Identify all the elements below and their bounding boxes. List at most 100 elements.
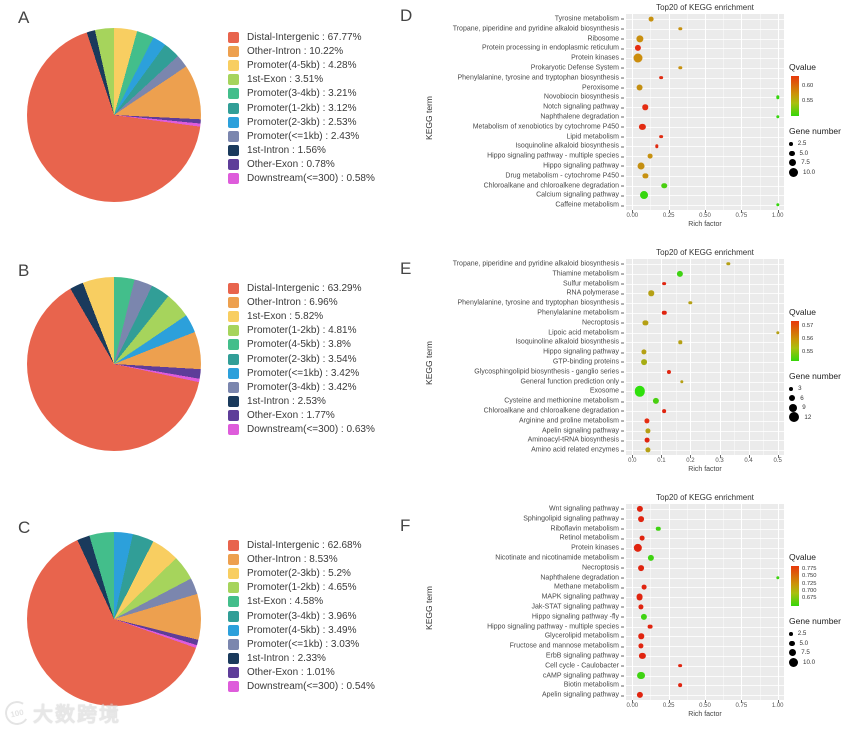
x-axis-label: Rich factor [688, 711, 722, 718]
gridline-row [626, 77, 784, 79]
legend-swatch [228, 339, 239, 351]
axis-tick [621, 48, 624, 50]
qvalue-tick-label: 0.55 [802, 97, 814, 104]
x-axis-ticks: 0.00 0.25 0.50 0.75 1.00 [626, 210, 784, 219]
gridline-major [748, 259, 750, 455]
legend-swatch [228, 610, 239, 622]
axis-tick [621, 401, 624, 403]
term-label: Fructose and mannose metabolism [423, 643, 624, 650]
gridline-row [626, 273, 784, 275]
x-tick-mark [668, 700, 670, 703]
pie-legend-b: Distal-Intergenic : 63.29% Other-Intron :… [228, 281, 375, 437]
qvalue-legend-title: Qvalue [789, 307, 816, 317]
gene-number-entry: 2.5 [789, 629, 847, 639]
data-point [633, 543, 643, 553]
gene-number-label: 2.5 [797, 140, 807, 148]
gridline-row [626, 401, 784, 403]
legend-swatch [228, 410, 239, 422]
legend-label: 1st-Intron : 1.56% [247, 145, 326, 157]
term-label: Metabolism of xenobiotics by cytochrome … [423, 123, 624, 130]
term-label: Tyrosine metabolism [423, 15, 624, 22]
legend-item: Other-Exon : 1.01% [228, 666, 375, 680]
legend-column: Qvalue 0.60 0.55 Gene number 2.5 5.0 7.5 10.… [789, 62, 847, 177]
data-point [640, 535, 645, 541]
gridline-row [626, 391, 784, 393]
legend-item: Promoter(1-2kb) : 3.12% [228, 101, 375, 115]
legend-item: Promoter(1-2kb) : 4.81% [228, 324, 375, 338]
gridline-row [626, 136, 784, 138]
gridline-row [626, 185, 784, 187]
gridline-major [690, 259, 692, 455]
axis-tick [621, 273, 624, 275]
axis-tick [621, 538, 624, 540]
x-axis-label: Rich factor [688, 466, 722, 473]
data-point [726, 262, 730, 266]
term-label: Apelin signaling pathway [423, 427, 624, 434]
legend-swatch [228, 638, 239, 650]
data-point [677, 270, 684, 277]
data-point [639, 652, 646, 659]
legend-column: Qvalue 0.57 0.56 0.55 Gene number 3 6 9 12 [789, 307, 847, 423]
gridline-row [626, 646, 784, 648]
data-point [678, 66, 682, 70]
data-point [656, 526, 661, 531]
gridline-row [626, 87, 784, 89]
legend-label: Downstream(<=300) : 0.63% [247, 424, 375, 436]
axis-tick [621, 361, 624, 363]
qvalue-tick-label: 0.57 [802, 322, 814, 329]
gridline-minor [763, 259, 765, 455]
gridline-row [626, 293, 784, 295]
legend-item: 1st-Intron : 1.56% [228, 144, 375, 158]
gridline-minor [646, 259, 648, 455]
axis-tick [621, 528, 624, 530]
gridline-row [626, 597, 784, 599]
term-label: Lipid metabolism [423, 133, 624, 140]
data-point [641, 349, 647, 355]
legend-swatch [228, 653, 239, 665]
term-label: Novobiocin biosynthesis [423, 94, 624, 101]
gridline-row [626, 381, 784, 383]
data-point [637, 671, 645, 680]
axis-tick [621, 420, 624, 422]
legend-label: Promoter(2-3kb) : 3.54% [247, 353, 357, 365]
legend-item: Downstream(<=300) : 0.63% [228, 423, 375, 437]
gridline-row [626, 116, 784, 118]
qvalue-tick-label: 0.750 [802, 573, 817, 580]
gene-number-entry: 12 [789, 412, 847, 423]
gene-number-label: 5.0 [799, 639, 809, 647]
legend-swatch [228, 539, 239, 551]
axis-tick [621, 430, 624, 432]
axis-tick [621, 391, 624, 393]
x-tick-label: 1.00 [771, 703, 784, 709]
term-label: Protein kinases [423, 545, 624, 552]
legend-item: Promoter(2-3kb) : 5.2% [228, 566, 375, 580]
x-tick-label: 0.1 [657, 458, 666, 464]
axis-tick [621, 146, 624, 148]
gene-number-label: 2.5 [797, 630, 807, 638]
legend-label: Other-Intron : 6.96% [247, 296, 338, 308]
term-label: Apelin signaling pathway [423, 692, 624, 699]
term-label: Tropane, piperidine and pyridine alkaloi… [423, 260, 624, 267]
data-point [678, 683, 683, 688]
term-label: Naphthalene degradation [423, 574, 624, 581]
legend-item: Promoter(4-5kb) : 3.49% [228, 623, 375, 637]
panel-letter-f: F [400, 516, 411, 535]
axis-tick [621, 636, 624, 638]
x-tick-mark [705, 210, 706, 213]
qvalue-legend-title: Qvalue [789, 62, 816, 72]
axis-tick [621, 518, 624, 520]
qvalue-gradient: 0.57 0.56 0.55 [789, 321, 847, 361]
x-tick-label: 0.00 [626, 703, 639, 709]
data-point [640, 613, 648, 620]
gridline-row [626, 410, 784, 412]
data-point [642, 320, 648, 326]
gene-number-label: 9 [802, 404, 806, 412]
gridline-row [626, 665, 784, 667]
legend-item: Distal-Intergenic : 62.68% [228, 538, 375, 552]
qvalue-legend-title: Qvalue [789, 552, 816, 562]
gridline-row [626, 587, 784, 589]
legend-label: Promoter(4-5kb) : 3.49% [247, 624, 357, 636]
legend-item: Promoter(3-4kb) : 3.42% [228, 380, 375, 394]
gridline-major [632, 14, 634, 210]
panel-letter-b: B [18, 261, 30, 280]
